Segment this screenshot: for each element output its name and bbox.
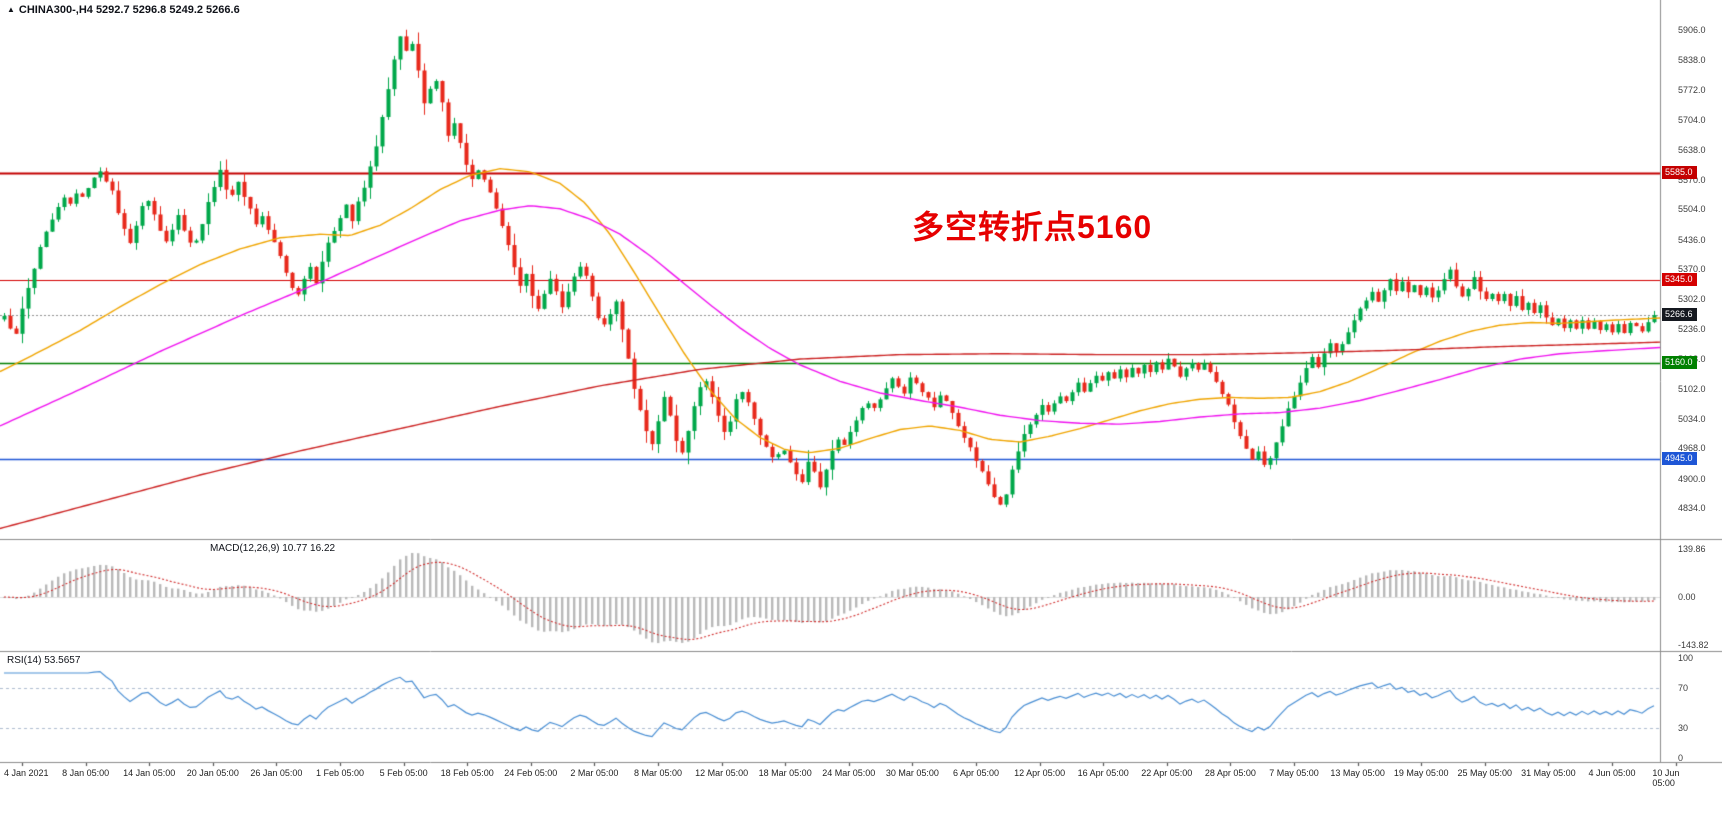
price-axis-label: 5370.0 xyxy=(1678,264,1706,274)
time-axis-label: 31 May 05:00 xyxy=(1521,768,1576,778)
time-axis-label: 28 Apr 05:00 xyxy=(1204,768,1256,778)
price-axis-label: 5436.0 xyxy=(1678,234,1706,245)
time-axis-label: 18 Feb 05:00 xyxy=(440,768,494,778)
macd-indicator-label: MACD(12,26,9) 10.77 16.22 xyxy=(210,543,336,554)
rsi-axis-label: 30 xyxy=(1678,723,1689,733)
price-axis-label: 5034.0 xyxy=(1678,413,1706,424)
price-level-tag: 4945.0 xyxy=(1662,451,1697,465)
macd-axis-label: 139.86 xyxy=(1678,544,1706,554)
symbol-title: ▲ CHINA300-,H4 5292.7 5296.8 5249.2 5266… xyxy=(7,4,240,16)
price-axis-label: 4968.0 xyxy=(1678,443,1706,454)
time-axis-label: 22 Apr 05:00 xyxy=(1141,768,1193,778)
price-level-tag: 5160.0 xyxy=(1662,355,1697,369)
time-axis-label: 8 Mar 05:00 xyxy=(633,768,683,778)
rsi-axis-label: 100 xyxy=(1678,653,1694,663)
symbol-ohlc-text: CHINA300-,H4 5292.7 5296.8 5249.2 5266.6 xyxy=(18,4,240,16)
time-axis-label: 7 May 05:00 xyxy=(1269,768,1319,778)
time-axis-label: 24 Mar 05:00 xyxy=(822,768,876,778)
time-axis-label: 30 Mar 05:00 xyxy=(885,768,939,778)
time-axis-label: 25 May 05:00 xyxy=(1457,768,1513,778)
price-axis-label: 5102.0 xyxy=(1678,383,1706,394)
macd-axis-label: 0.00 xyxy=(1678,592,1696,602)
price-axis-label: 5236.0 xyxy=(1678,323,1706,334)
price-axis-label: 5638.0 xyxy=(1678,144,1706,155)
time-axis-label: 6 Apr 05:00 xyxy=(952,768,1000,778)
rsi-indicator-label: RSI(14) 53.5657 xyxy=(7,655,81,666)
time-axis-label: 4 Jan 2021 xyxy=(4,768,49,778)
annotation-text: 多空转折点5160 xyxy=(912,209,1153,245)
platform-logo-icon: ▲ xyxy=(7,5,15,14)
price-axis-label: 4900.0 xyxy=(1678,473,1706,484)
price-level-tag: 5585.0 xyxy=(1662,166,1697,180)
time-axis-label: 5 Feb 05:00 xyxy=(379,768,428,778)
time-axis-label: 16 Apr 05:00 xyxy=(1077,768,1129,778)
time-axis-label: 10 Jun 05:00 xyxy=(1652,768,1680,788)
macd-axis-label: -143.82 xyxy=(1678,640,1709,650)
time-axis-label: 26 Jan 05:00 xyxy=(250,768,303,778)
time-axis-label: 14 Jan 05:00 xyxy=(123,768,176,778)
time-axis-label: 19 May 05:00 xyxy=(1393,768,1449,778)
time-axis-label: 18 Mar 05:00 xyxy=(758,768,812,778)
time-axis-label: 4 Jun 05:00 xyxy=(1588,768,1636,778)
time-axis-label: 8 Jan 05:00 xyxy=(62,768,110,778)
time-axis-label: 2 Mar 05:00 xyxy=(570,768,619,778)
time-axis-label: 1 Feb 05:00 xyxy=(315,768,365,778)
price-axis-label: 5504.0 xyxy=(1678,204,1706,215)
time-axis-label: 12 Mar 05:00 xyxy=(695,768,749,778)
time-axis-label: 20 Jan 05:00 xyxy=(186,768,239,778)
current-price-tag: 5266.6 xyxy=(1662,308,1697,322)
rsi-axis-label: 0 xyxy=(1678,753,1684,763)
rsi-axis-label: 70 xyxy=(1678,683,1689,693)
price-axis-label: 4834.0 xyxy=(1678,503,1706,513)
price-level-tag: 5345.0 xyxy=(1662,273,1697,287)
time-axis-label: 13 May 05:00 xyxy=(1330,768,1385,778)
price-axis-label: 5570.0 xyxy=(1678,174,1706,185)
price-axis-label: 5704.0 xyxy=(1678,115,1706,126)
time-axis-label: 12 Apr 05:00 xyxy=(1014,768,1066,778)
price-axis-label: 5906.0 xyxy=(1678,25,1706,35)
price-axis-label: 5302.0 xyxy=(1678,294,1706,305)
time-axis-label: 24 Feb 05:00 xyxy=(504,768,558,778)
price-axis-label: 5772.0 xyxy=(1678,84,1706,95)
price-axis-label: 5838.0 xyxy=(1678,55,1706,66)
